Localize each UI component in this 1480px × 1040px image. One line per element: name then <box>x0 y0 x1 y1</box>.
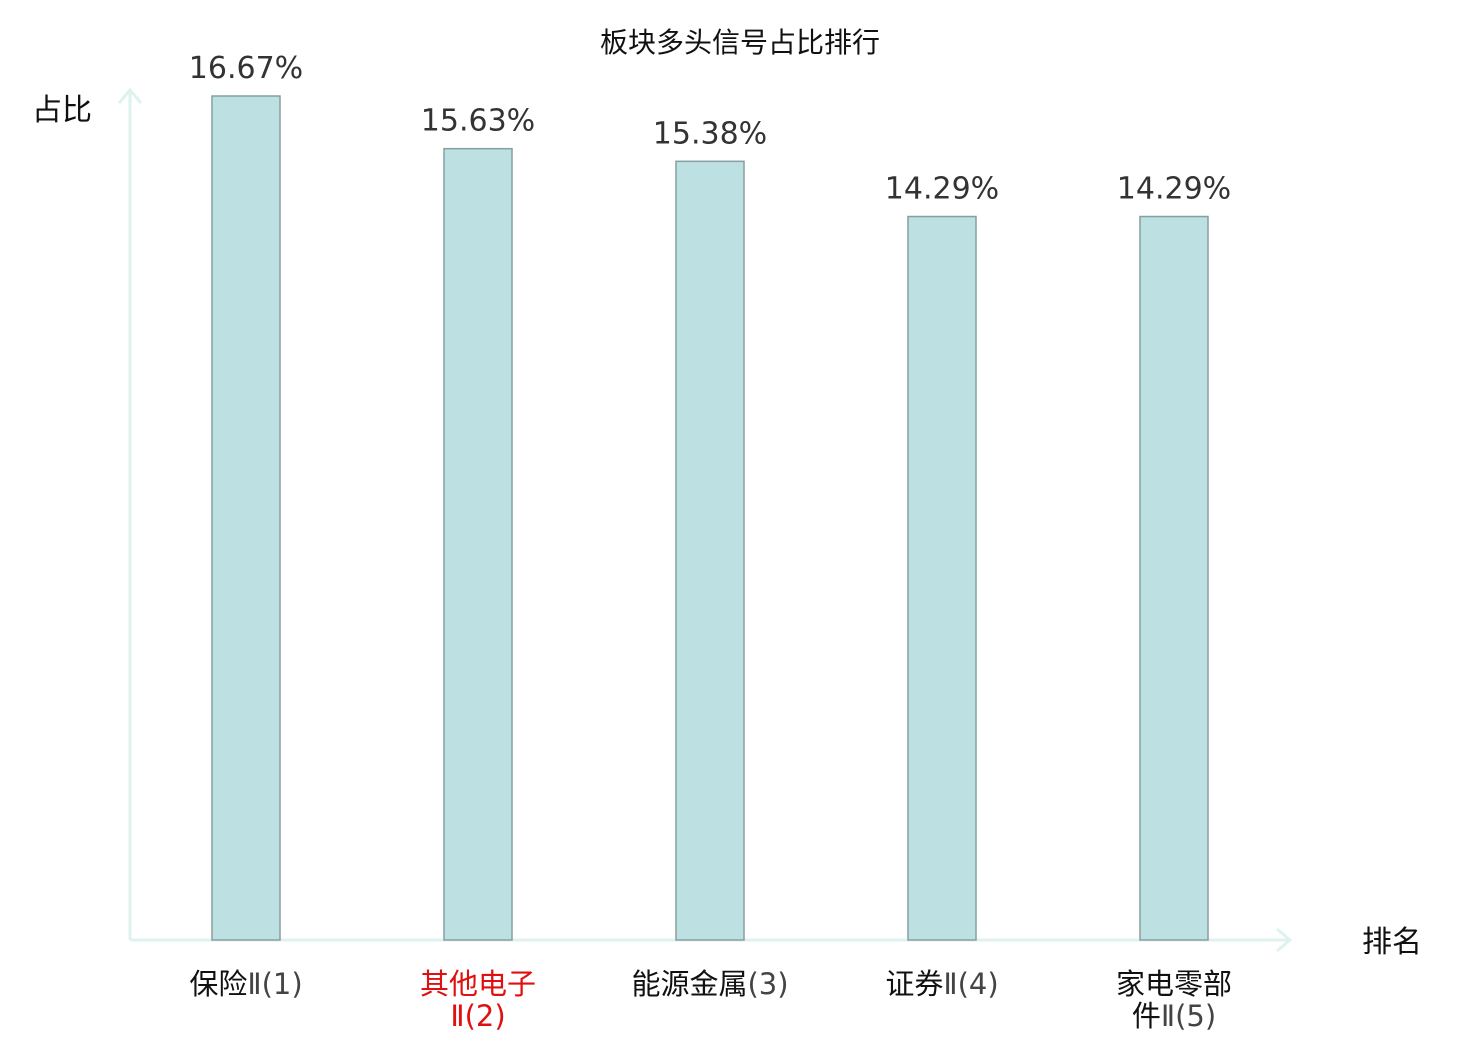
y-axis-label: 占比 <box>32 93 92 128</box>
value-label-1: 16.67% <box>189 51 303 86</box>
bar-1 <box>211 95 281 941</box>
x-axis-arrow-icon <box>1276 927 1293 953</box>
category-labels: 保险Ⅱ(1) 其他电子 Ⅱ(2) 能源金属(3) 证券Ⅱ(4) 家电零部件Ⅱ(5) <box>189 967 1232 1033</box>
value-label-4: 14.29% <box>885 172 999 207</box>
y-axis-arrow-icon <box>117 87 143 104</box>
bar-5 <box>1139 215 1209 941</box>
bar-3 <box>675 160 745 941</box>
x-axis-label: 排名 <box>1362 925 1422 960</box>
value-label-3: 15.38% <box>653 116 767 151</box>
category-label-1: 保险Ⅱ(1) <box>189 967 302 1001</box>
value-label-5: 14.29% <box>1117 172 1231 207</box>
category-label-5: 家电零部件Ⅱ(5) <box>1116 967 1232 1033</box>
bar-2 <box>443 147 513 941</box>
bar-4 <box>907 215 977 941</box>
category-label-3: 能源金属(3) <box>631 967 788 1001</box>
category-label-2: 其他电子 Ⅱ(2) <box>420 967 536 1033</box>
bar-series <box>211 95 1209 941</box>
value-labels: 16.67% 15.63% 15.38% 14.29% 14.29% <box>189 51 1231 206</box>
value-label-2: 15.63% <box>421 104 535 139</box>
category-label-4: 证券Ⅱ(4) <box>885 967 998 1001</box>
chart-title: 板块多头信号占比排行 <box>600 26 880 59</box>
